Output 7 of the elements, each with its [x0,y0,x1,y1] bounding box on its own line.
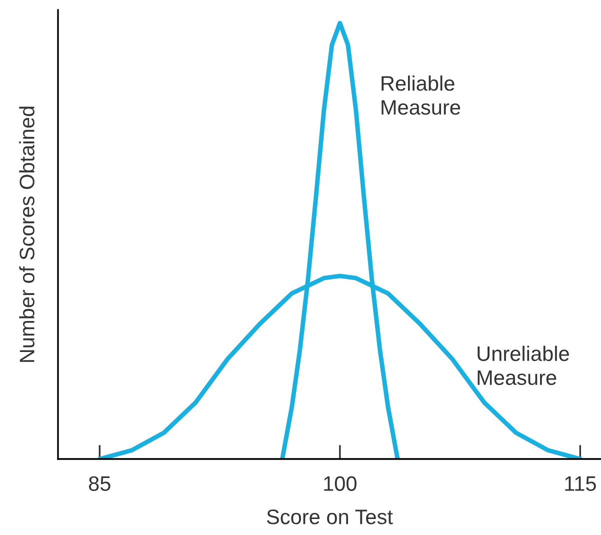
x-tick-label: 115 [565,476,596,491]
x-tick-label: 85 [88,476,110,491]
series-label: Unreliable Measure [478,346,569,386]
x-axis-title: Score on Test [266,510,393,524]
series-label: Reliable Measure [382,76,460,115]
x-tick-label: 100 [324,476,356,491]
y-axis-title: Number of Scores Obtained [19,106,34,362]
